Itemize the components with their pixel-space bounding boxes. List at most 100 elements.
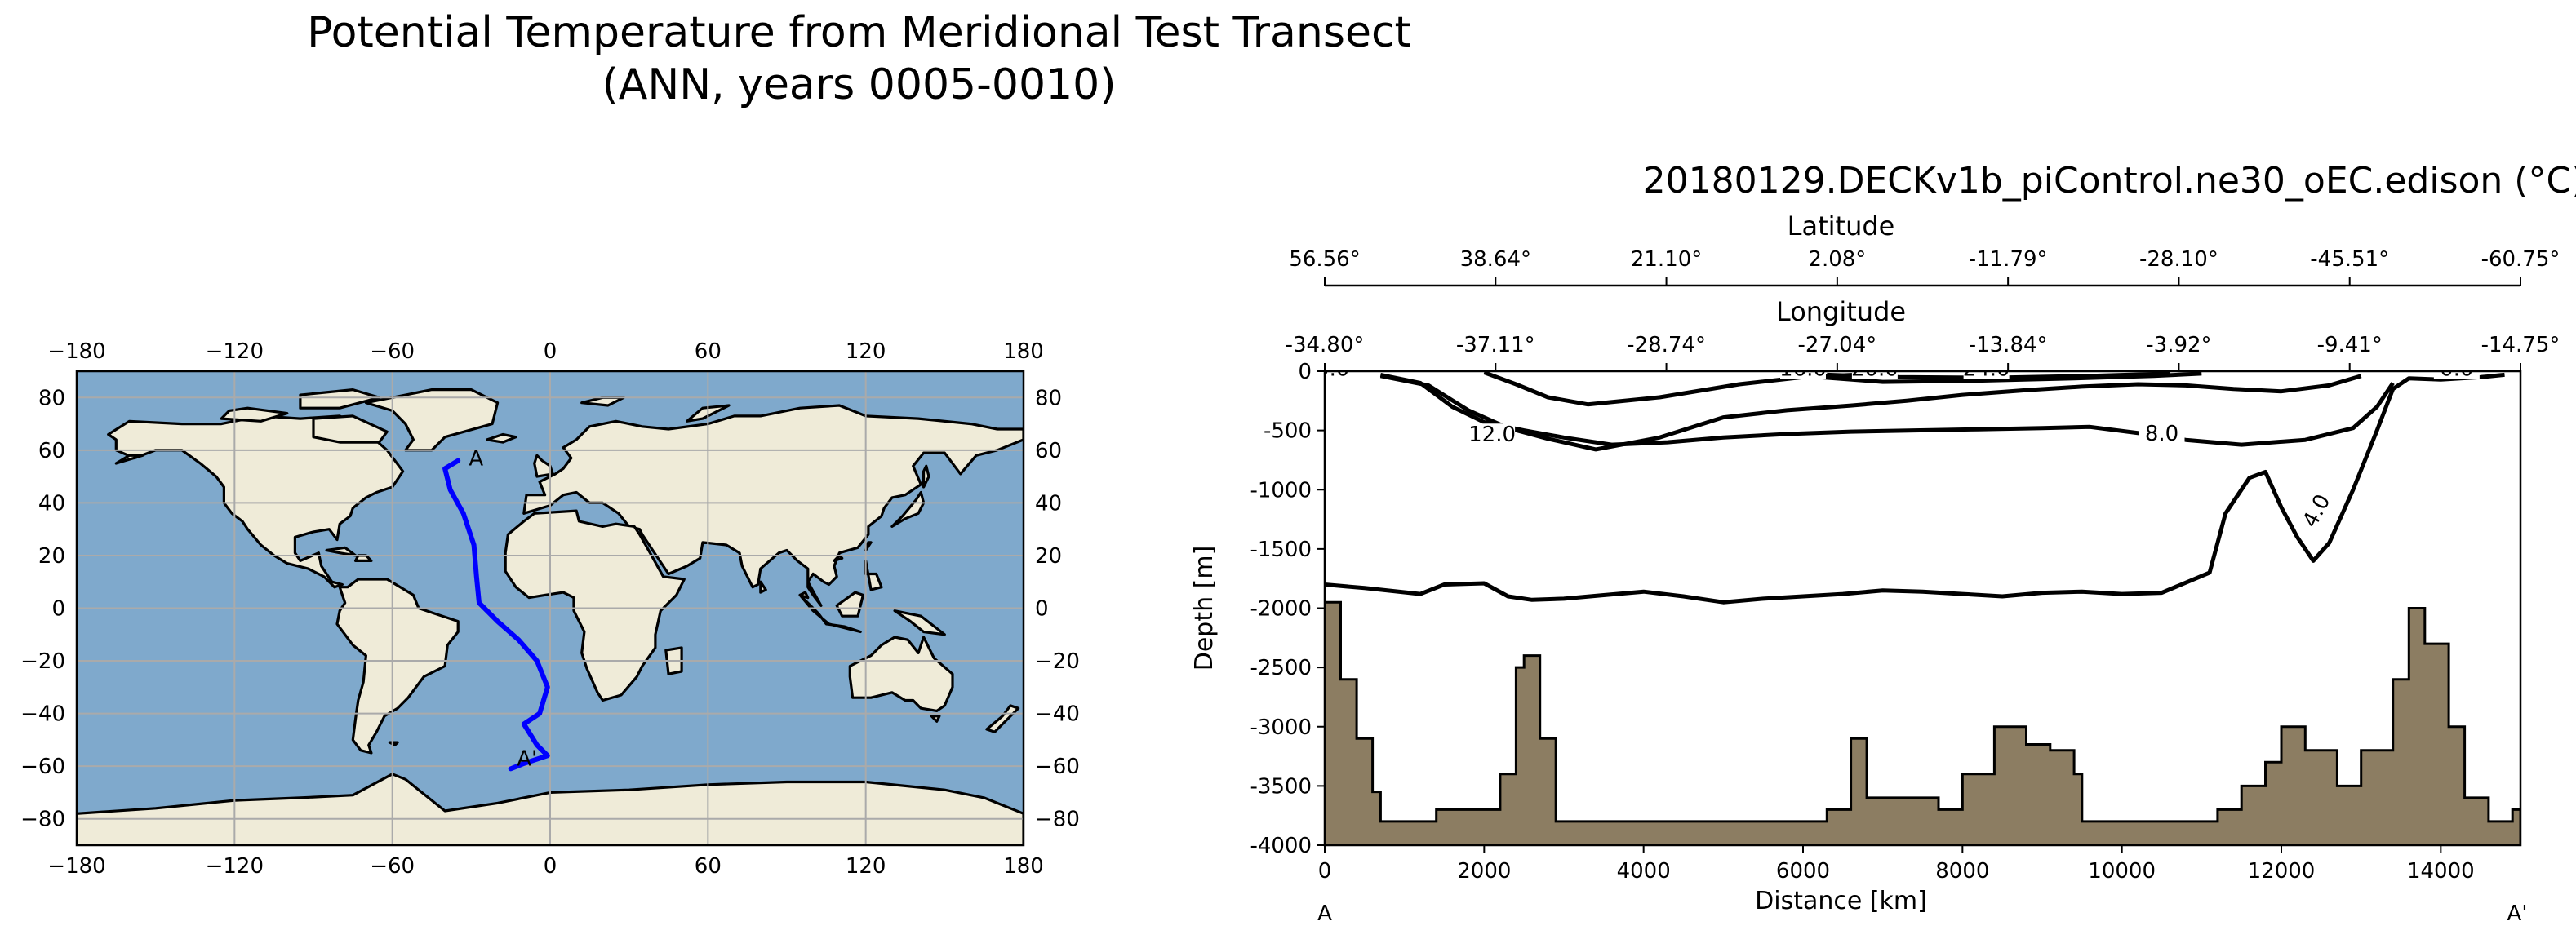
contour-label-bg <box>1851 371 1898 379</box>
y-tick-label: -3500 <box>1250 774 1312 799</box>
y-tick-label: -2000 <box>1250 597 1312 622</box>
section-end-label: A' <box>2507 901 2528 926</box>
map-lon-tick-top: −120 <box>206 339 264 364</box>
transect-end-label: A' <box>517 746 537 771</box>
y-tick-label: 0 <box>1298 360 1312 384</box>
x-tick-label: 14000 <box>2407 859 2475 884</box>
lon-axis-tick-label: -28.74° <box>1627 333 1706 357</box>
transect-line <box>442 458 550 772</box>
y-tick-label: -2500 <box>1250 656 1312 680</box>
y-axis-label: Depth [m] <box>1190 546 1219 671</box>
map-lat-tick-right: −40 <box>1035 702 1080 727</box>
map-lat-tick-left: −80 <box>20 808 65 832</box>
map-lat-tick-left: 0 <box>51 597 65 622</box>
lat-axis-tick-label: 56.56° <box>1289 247 1360 272</box>
contour-label: 0.0 <box>1316 357 1349 382</box>
contour-label: 24.0 <box>1963 357 2010 382</box>
seafloor <box>1325 600 2520 845</box>
map-lon-tick-bottom: −120 <box>206 854 264 879</box>
lon-axis-tick-label: -14.75° <box>2481 333 2560 357</box>
transect-start-label: A <box>469 447 483 472</box>
land-canadian-islands <box>220 406 289 423</box>
map-lat-tick-right: 40 <box>1035 491 1062 516</box>
contour-label-bg <box>2433 371 2480 379</box>
contour-label-group: 0.0 <box>2433 357 2480 382</box>
lat-axis-tick-label: -11.79° <box>1969 247 2048 272</box>
section-axes: 0 2000 4000 6000 8000 10000 12000 14000 0 -500 -10… <box>1190 210 2560 926</box>
map-lon-tick-top: 0 <box>544 339 557 364</box>
map-lat-tick-left: −20 <box>20 649 65 674</box>
lat-axis-tick-label: -60.75° <box>2481 247 2560 272</box>
lon-axis-label: Longitude <box>1776 296 1906 327</box>
land-tasmania <box>930 715 941 723</box>
land-australia <box>848 636 954 713</box>
land-greenland <box>364 388 500 452</box>
title-line-2: (ANN, years 0005-0010) <box>602 60 1117 109</box>
map-lon-tick-bottom: 120 <box>846 854 886 879</box>
lat-axis-tick-label: 21.10° <box>1631 247 1702 272</box>
section-start-label: A <box>1317 901 1332 926</box>
contour-label-bg <box>2139 422 2185 444</box>
land-hainan <box>833 554 844 563</box>
lon-axis-tick-label: -13.84° <box>1969 333 2048 357</box>
lon-axis-tick-label: -3.92° <box>2146 333 2211 357</box>
contour-label-bg <box>1469 423 1516 445</box>
map-lon-tick-top: 120 <box>846 339 886 364</box>
title-line-1: Potential Temperature from Meridional Te… <box>307 8 1411 57</box>
map-lon-tick-bottom: −180 <box>47 854 105 879</box>
contour-label: 0.0 <box>2440 357 2473 382</box>
contour-label-group: 8.0 <box>2139 422 2185 446</box>
y-tick-label: -4000 <box>1250 834 1312 858</box>
contour-4-0 <box>1325 372 2505 605</box>
land-europe-asia <box>522 404 1024 607</box>
x-tick-label: 0 <box>1318 859 1332 884</box>
land-borneo <box>835 591 865 618</box>
panel-title: 20180129.DECKv1b_piControl.ne30_oEC.edis… <box>1642 160 2576 202</box>
land-baffin <box>312 414 389 444</box>
y-tick-label: -1000 <box>1250 478 1312 503</box>
contour-label-bg <box>2296 485 2337 536</box>
land-iceland <box>486 432 517 444</box>
map-lon-tick-bottom: −60 <box>370 854 415 879</box>
contour-label-group: 12.0 <box>1468 423 1516 447</box>
land-taiwan <box>864 541 873 552</box>
map-lon-tick-top: 60 <box>695 339 722 364</box>
contour-label: 16.0 <box>1779 357 1827 382</box>
map-lon-tick-top: 180 <box>1003 339 1044 364</box>
map-lat-tick-right: −80 <box>1035 808 1080 832</box>
land-japan <box>890 490 926 529</box>
map-lat-tick-left: 20 <box>38 544 65 569</box>
lon-axis-tick-label: -9.41° <box>2317 333 2383 357</box>
x-tick-label: 4000 <box>1617 859 1671 884</box>
lat-axis-label: Latitude <box>1788 210 1895 241</box>
map-lon-tick-bottom: 60 <box>695 854 722 879</box>
map-lat-tick-right: −20 <box>1035 649 1080 674</box>
map-lat-tick-right: 20 <box>1035 544 1062 569</box>
lat-axis-tick-label: 38.64° <box>1460 247 1531 272</box>
contour-label-group: 16.0 <box>1779 357 1827 382</box>
x-axis-label: Distance [km] <box>1755 887 1927 915</box>
land-new-zealand <box>985 704 1020 733</box>
y-tick-label: -3000 <box>1250 715 1312 740</box>
x-tick-label: 6000 <box>1776 859 1830 884</box>
contour-label-group: 0.0 <box>1316 357 1356 382</box>
map-panel: A A' <box>77 371 1024 845</box>
lon-axis-tick-label: -37.11° <box>1456 333 1535 357</box>
section-panel: 0.012.0 8.04.016.0 20.0 24.0 0.0 <box>1316 357 2520 845</box>
contour-label-bg <box>1325 371 1356 379</box>
x-tick-label: 8000 <box>1935 859 1989 884</box>
y-tick-label: -1500 <box>1250 538 1312 562</box>
map-lat-tick-left: 40 <box>38 491 65 516</box>
map-lon-tick-top: −60 <box>370 339 415 364</box>
x-tick-label: 2000 <box>1457 859 1511 884</box>
land-sakhalin <box>922 464 930 489</box>
map-lat-tick-left: 80 <box>38 386 65 410</box>
figure-title: Potential Temperature from Meridional Te… <box>0 7 1718 111</box>
map-lon-tick-bottom: 180 <box>1003 854 1044 879</box>
contour-label-bg <box>1780 371 1826 379</box>
contour-label-bg <box>1963 371 2010 379</box>
land-uk <box>533 454 554 478</box>
lat-axis-tick-label: -28.10° <box>2139 247 2218 272</box>
lon-axis-tick-label: -34.80° <box>1286 333 1365 357</box>
